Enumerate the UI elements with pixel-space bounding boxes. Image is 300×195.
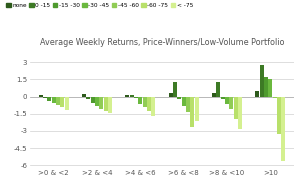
Bar — [272, 97, 277, 98]
Bar — [216, 82, 220, 97]
Bar — [229, 97, 233, 109]
Bar — [125, 95, 129, 97]
Legend: none, 0 -15, -15 -30, -30 -45, -45 -60, -60 -75, < -75: none, 0 -15, -15 -30, -30 -45, -45 -60, … — [6, 3, 193, 8]
Bar — [56, 97, 60, 105]
Bar — [134, 97, 138, 98]
Bar — [39, 95, 43, 97]
Bar — [47, 97, 52, 101]
Bar — [173, 82, 177, 97]
Bar — [43, 97, 47, 98]
Bar — [281, 97, 285, 161]
Bar — [130, 95, 134, 97]
Bar — [268, 79, 272, 97]
Bar — [151, 97, 155, 115]
Bar — [212, 93, 216, 97]
Bar — [234, 97, 238, 119]
Bar — [225, 97, 229, 104]
Bar — [177, 97, 181, 99]
Bar — [147, 97, 151, 111]
Bar — [182, 97, 186, 106]
Bar — [195, 97, 199, 121]
Bar — [169, 93, 173, 97]
Bar — [52, 97, 56, 103]
Bar — [60, 97, 64, 107]
Bar — [86, 97, 90, 99]
Bar — [190, 97, 194, 127]
Bar — [82, 94, 86, 97]
Bar — [255, 91, 259, 97]
Bar — [143, 97, 147, 107]
Bar — [220, 97, 225, 99]
Bar — [238, 97, 242, 129]
Bar — [277, 97, 281, 134]
Bar — [264, 76, 268, 97]
Bar — [91, 97, 95, 103]
Bar — [95, 97, 99, 106]
Title: Average Weekly Returns, Price-Winners/Low-Volume Portfolio: Average Weekly Returns, Price-Winners/Lo… — [40, 38, 284, 47]
Bar — [65, 97, 69, 110]
Bar — [186, 97, 190, 112]
Bar — [260, 65, 264, 97]
Bar — [104, 97, 108, 111]
Bar — [108, 97, 112, 113]
Bar — [99, 97, 104, 109]
Bar — [138, 97, 142, 104]
